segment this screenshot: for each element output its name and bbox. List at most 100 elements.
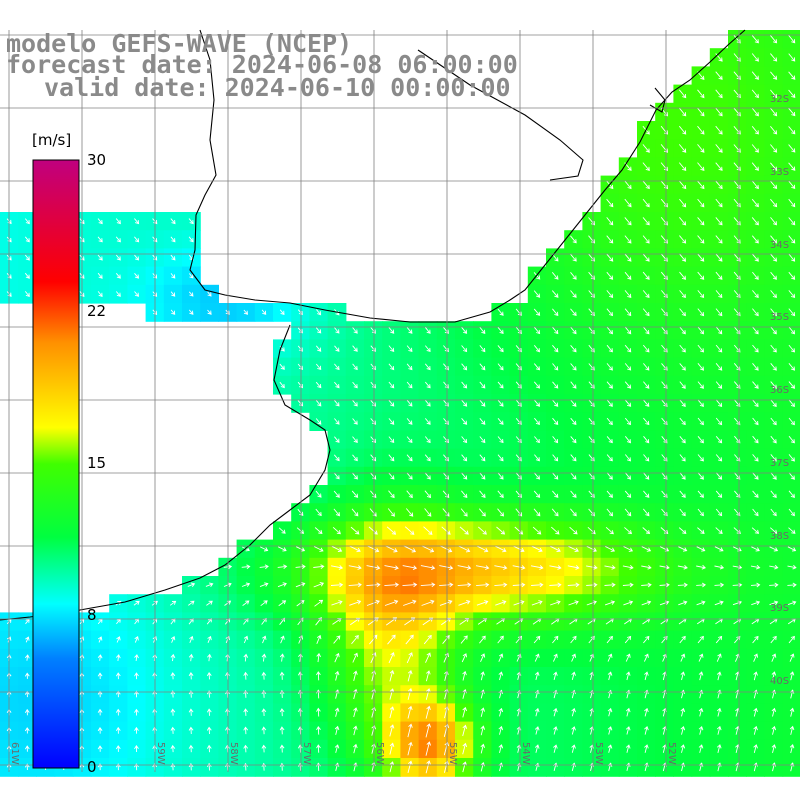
wind-arrow — [624, 417, 632, 426]
wind-arrow — [770, 89, 778, 99]
wind-arrow — [134, 654, 139, 661]
wind-cell — [782, 339, 800, 359]
wind-arrow — [641, 546, 652, 552]
wind-arrow — [497, 436, 504, 444]
wind-arrow — [534, 744, 540, 753]
wind-arrow — [788, 308, 796, 317]
wind-arrow — [386, 526, 397, 535]
wind-arrow — [315, 327, 322, 334]
wind-arrow — [402, 582, 418, 588]
wind-arrow — [605, 526, 614, 535]
wind-arrow — [476, 600, 489, 606]
lon-label-58w: 58W — [228, 742, 239, 765]
wind-arrow — [552, 635, 559, 644]
wind-arrow — [788, 472, 795, 480]
wind-arrow — [534, 454, 540, 462]
wind-arrow — [643, 472, 650, 480]
wind-arrow — [604, 565, 616, 570]
wind-arrow — [443, 381, 449, 389]
wind-arrow — [25, 636, 30, 643]
wind-arrow — [461, 436, 468, 444]
wind-arrow — [24, 218, 30, 225]
wind-arrow — [389, 724, 395, 737]
wind-arrow — [770, 490, 777, 499]
wind-arrow — [461, 363, 468, 371]
wind-arrow — [788, 198, 796, 208]
wind-arrow — [770, 326, 777, 335]
wind-arrow — [789, 743, 795, 754]
wind-arrow — [715, 235, 723, 244]
wind-arrow — [261, 671, 267, 680]
wind-arrow — [715, 381, 723, 389]
wind-arrow — [604, 600, 616, 606]
wind-arrow — [352, 472, 358, 480]
wind-arrow — [751, 180, 759, 190]
wind-arrow — [424, 490, 432, 499]
wind-arrow — [624, 399, 632, 407]
wind-arrow — [698, 671, 704, 681]
wind-arrow — [607, 671, 613, 681]
wind-arrow — [331, 600, 343, 606]
wind-arrow — [462, 724, 468, 737]
wind-arrow — [278, 546, 287, 552]
wind-arrow — [370, 363, 376, 371]
wind-arrow — [97, 291, 103, 298]
lon-label-59w: 59W — [155, 742, 166, 765]
wind-arrow — [352, 743, 358, 754]
wind-arrow — [170, 635, 176, 643]
wind-arrow — [552, 653, 558, 662]
wind-arrow — [588, 217, 596, 226]
wind-arrow — [751, 126, 759, 135]
wind-arrow — [679, 436, 686, 444]
wind-arrow — [334, 670, 340, 681]
wind-arrow — [697, 89, 705, 99]
wind-arrow — [384, 565, 399, 571]
wind-arrow — [479, 326, 486, 335]
wind-arrow — [97, 272, 103, 279]
wind-arrow — [770, 253, 778, 262]
wind-arrow — [715, 308, 723, 317]
wind-arrow — [498, 653, 504, 662]
wind-arrow — [751, 235, 759, 244]
wind-arrow — [205, 582, 214, 587]
wind-arrow — [642, 308, 650, 317]
wind-arrow — [115, 654, 121, 661]
wind-arrow — [751, 144, 759, 153]
wind-arrow — [334, 381, 340, 389]
wind-arrow — [571, 726, 576, 735]
wind-arrow — [134, 273, 140, 279]
wind-arrow — [679, 399, 686, 408]
wind-arrow — [715, 417, 723, 426]
wind-arrow — [406, 436, 413, 444]
wind-arrow — [715, 125, 723, 135]
wind-arrow — [497, 345, 504, 353]
wind-arrow — [334, 345, 340, 352]
wind-arrow — [388, 381, 395, 389]
wind-arrow — [384, 599, 399, 606]
wind-arrow — [206, 726, 212, 735]
wind-arrow — [678, 162, 687, 172]
wind-arrow — [788, 126, 796, 135]
wind-arrow — [333, 472, 340, 480]
wind-cell — [782, 212, 800, 231]
wind-arrow — [788, 527, 796, 534]
wind-arrow — [389, 688, 395, 700]
wind-arrow — [752, 454, 759, 462]
wind-arrow — [787, 582, 797, 588]
wind-arrow — [370, 418, 377, 425]
wind-arrow — [388, 345, 395, 353]
wind-arrow — [242, 600, 250, 606]
wind-arrow — [770, 417, 777, 426]
wind-arrow — [551, 508, 559, 517]
colorbar-tick-30: 30 — [87, 151, 107, 169]
wind-arrow — [24, 727, 30, 734]
wind-arrow — [462, 761, 468, 773]
wind-arrow — [625, 726, 631, 735]
wind-arrow — [715, 363, 723, 371]
wind-arrow — [388, 418, 395, 425]
wind-arrow — [403, 545, 417, 553]
wind-arrow — [461, 490, 468, 499]
wind-arrow — [624, 508, 632, 517]
wind-arrow — [315, 400, 322, 407]
wind-arrow — [752, 417, 759, 426]
